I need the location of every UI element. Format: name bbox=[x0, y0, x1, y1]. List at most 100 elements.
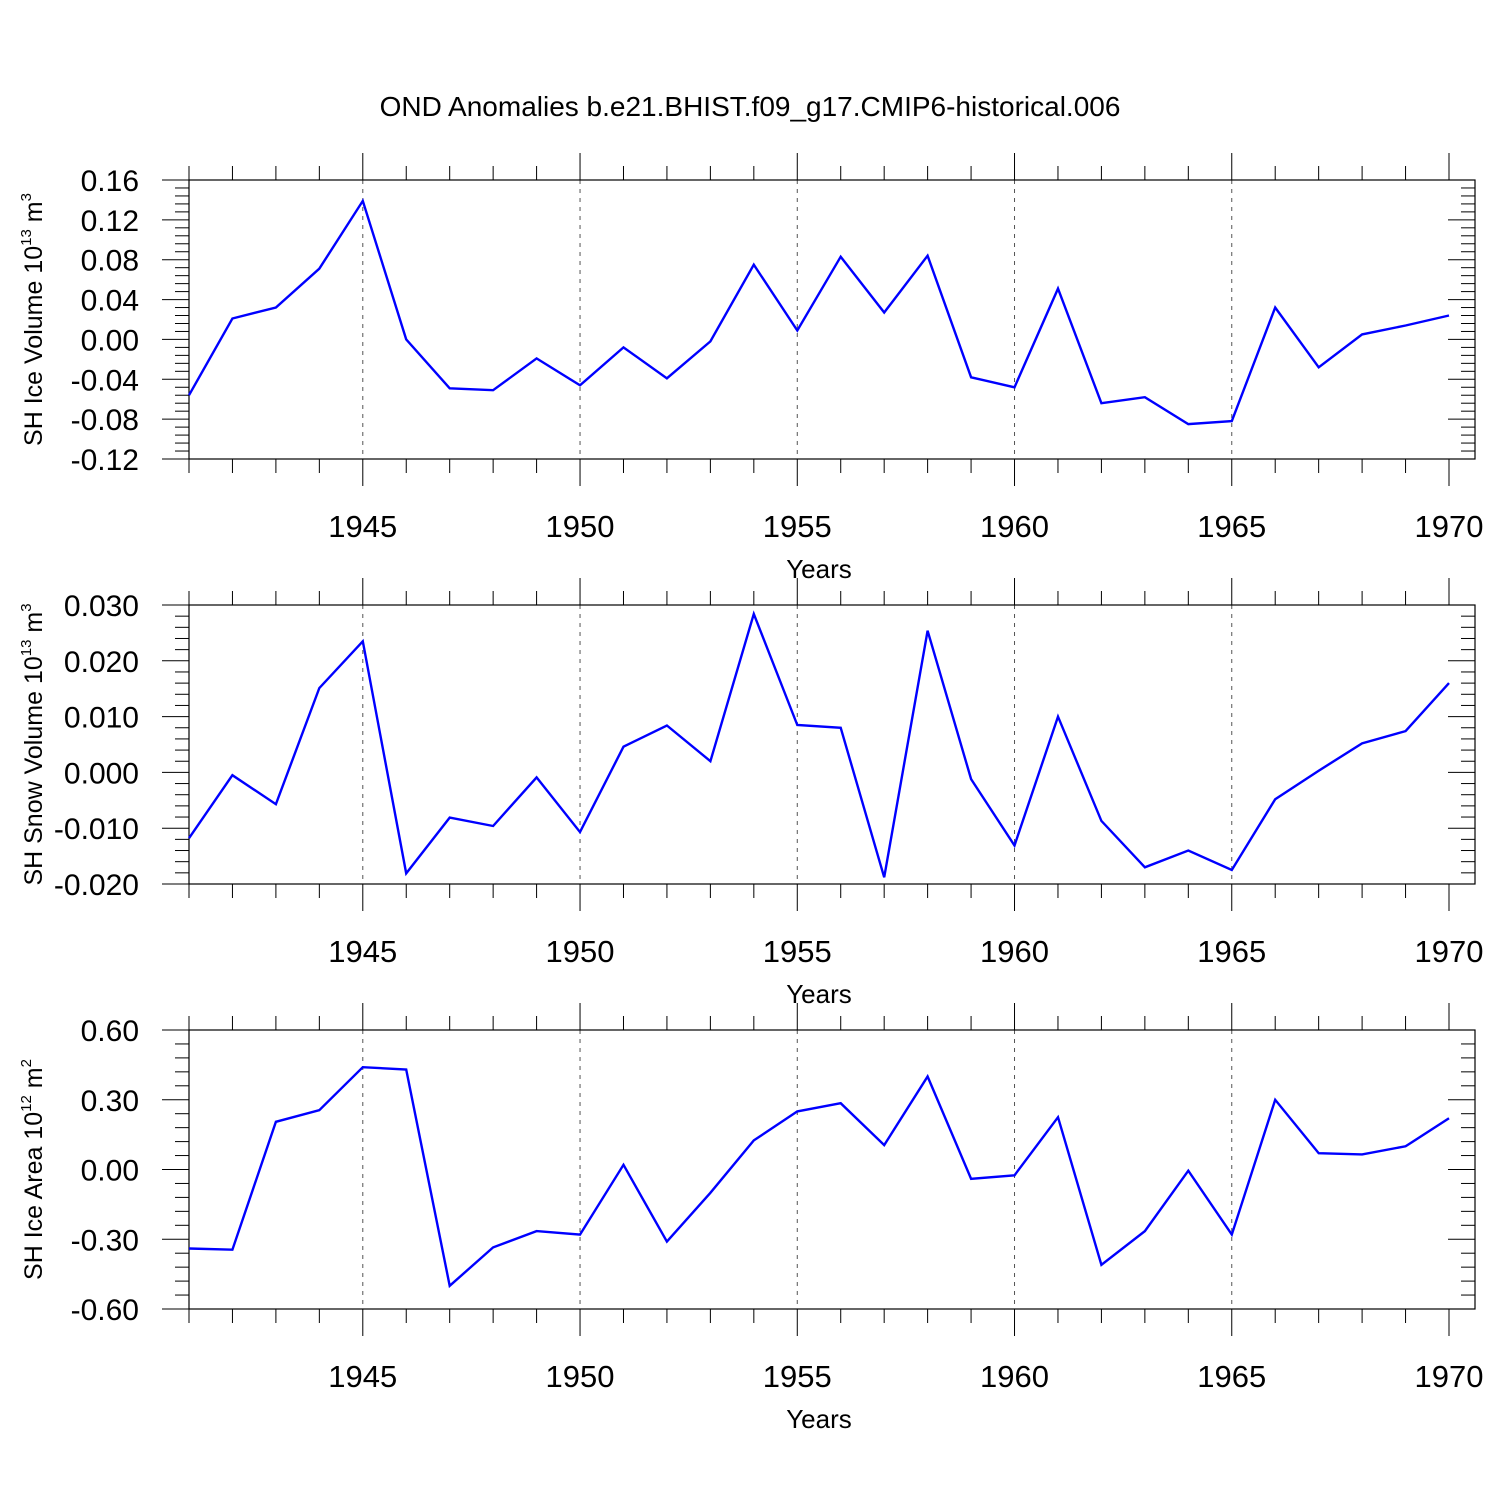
y-tick-label: 0.010 bbox=[64, 702, 139, 735]
data-point bbox=[1056, 1115, 1060, 1119]
data-point bbox=[839, 255, 843, 259]
data-point bbox=[578, 383, 582, 387]
data-point bbox=[1186, 1169, 1190, 1173]
data-point bbox=[491, 824, 495, 828]
x-tick-label: 1965 bbox=[1197, 934, 1266, 969]
data-point bbox=[969, 777, 973, 781]
data-point bbox=[1143, 865, 1147, 869]
y-tick-label: 0.16 bbox=[81, 165, 139, 198]
data-point bbox=[795, 328, 799, 332]
data-point bbox=[317, 267, 321, 271]
data-point bbox=[1056, 715, 1060, 719]
data-point bbox=[708, 1191, 712, 1195]
data-point bbox=[274, 802, 278, 806]
x-tick-label: 1955 bbox=[763, 509, 832, 544]
data-point bbox=[491, 1245, 495, 1249]
data-point bbox=[404, 871, 408, 875]
data-point bbox=[621, 745, 625, 749]
data-point bbox=[1013, 385, 1017, 389]
plot-frame bbox=[188, 179, 1476, 460]
y-tick-label: 0.12 bbox=[81, 205, 139, 238]
data-point bbox=[317, 1108, 321, 1112]
data-point bbox=[882, 311, 886, 315]
x-tick-label: 1960 bbox=[980, 509, 1049, 544]
y-axis-label: SH Snow Volume 1013 m3 bbox=[18, 603, 48, 885]
data-point bbox=[882, 875, 886, 879]
y-tick-label: 0.00 bbox=[81, 1155, 139, 1188]
data-point bbox=[839, 1101, 843, 1105]
data-point bbox=[795, 1109, 799, 1113]
x-tick-label: 1965 bbox=[1197, 1359, 1266, 1394]
data-point bbox=[187, 393, 191, 397]
y-tick-label: -0.12 bbox=[71, 444, 139, 477]
y-tick-label: -0.010 bbox=[54, 813, 139, 846]
plot-frame bbox=[188, 1029, 1476, 1310]
data-point bbox=[1360, 332, 1364, 336]
data-point bbox=[839, 726, 843, 730]
y-tick-label: 0.60 bbox=[81, 1015, 139, 1048]
data-point bbox=[882, 1143, 886, 1147]
data-point bbox=[1230, 868, 1234, 872]
data-point bbox=[752, 263, 756, 267]
data-series-line bbox=[188, 610, 1450, 878]
y-tick-label: -0.08 bbox=[71, 404, 139, 437]
data-point bbox=[708, 759, 712, 763]
x-tick-label: 1950 bbox=[546, 934, 615, 969]
x-tick-label: 1955 bbox=[763, 1359, 832, 1394]
data-point bbox=[926, 254, 930, 258]
data-point bbox=[1317, 1151, 1321, 1155]
data-point bbox=[752, 1138, 756, 1142]
x-tick-label: 1945 bbox=[328, 934, 397, 969]
y-tick-label: 0.04 bbox=[81, 285, 139, 318]
plot-frame bbox=[188, 604, 1476, 885]
y-tick-label: 0.020 bbox=[64, 646, 139, 679]
data-point bbox=[578, 830, 582, 834]
data-point bbox=[1099, 401, 1103, 405]
chart-title: OND Anomalies b.e21.BHIST.f09_g17.CMIP6-… bbox=[380, 91, 1121, 122]
data-point bbox=[1447, 1116, 1451, 1120]
y-tick-label: 0.00 bbox=[81, 324, 139, 357]
data-point bbox=[752, 612, 756, 616]
data-point bbox=[187, 1247, 191, 1251]
data-point bbox=[1143, 1229, 1147, 1233]
data-point bbox=[1317, 365, 1321, 369]
data-point bbox=[361, 1065, 365, 1069]
data-point bbox=[1404, 1144, 1408, 1148]
data-point bbox=[448, 386, 452, 390]
chart-panel-3: 0.60 0.30 0.00 -0.30 -0.60 1945 1950 1955 1960 19… bbox=[18, 1003, 1483, 1434]
data-point bbox=[1447, 314, 1451, 318]
data-point bbox=[1447, 681, 1451, 685]
data-point bbox=[1230, 1233, 1234, 1237]
data-point bbox=[230, 317, 234, 321]
data-point bbox=[535, 1229, 539, 1233]
data-point bbox=[969, 375, 973, 379]
y-tick-label: 0.030 bbox=[64, 590, 139, 623]
y-tick-label: -0.60 bbox=[71, 1294, 139, 1327]
x-tick-label: 1970 bbox=[1415, 509, 1484, 544]
y-tick-label: 0.000 bbox=[64, 757, 139, 790]
data-series-line bbox=[188, 1065, 1450, 1289]
data-point bbox=[926, 629, 930, 633]
x-axis-label: Years bbox=[786, 1404, 852, 1434]
data-point bbox=[1404, 729, 1408, 733]
x-tick-label: 1950 bbox=[546, 509, 615, 544]
chart-panel-2: 0.030 0.020 0.010 0.000 -0.010 -0.020 1945 1950… bbox=[18, 578, 1483, 1009]
y-tick-label: -0.020 bbox=[54, 869, 139, 902]
x-tick-label: 1970 bbox=[1415, 1359, 1484, 1394]
data-point bbox=[535, 356, 539, 360]
y-tick-label: -0.30 bbox=[71, 1224, 139, 1257]
data-point bbox=[230, 1248, 234, 1252]
y-tick-label: -0.04 bbox=[71, 364, 139, 397]
data-point bbox=[621, 1163, 625, 1167]
data-point bbox=[535, 775, 539, 779]
data-point bbox=[448, 816, 452, 820]
data-point bbox=[1273, 797, 1277, 801]
data-point bbox=[795, 723, 799, 727]
x-tick-label: 1960 bbox=[980, 1359, 1049, 1394]
data-point bbox=[187, 836, 191, 840]
data-point bbox=[361, 199, 365, 203]
data-point bbox=[274, 306, 278, 310]
data-point bbox=[361, 639, 365, 643]
chart-panel-1: 0.16 0.12 0.08 0.04 0.00 -0.04 -0.08 -0.12 1945 1… bbox=[18, 153, 1483, 584]
